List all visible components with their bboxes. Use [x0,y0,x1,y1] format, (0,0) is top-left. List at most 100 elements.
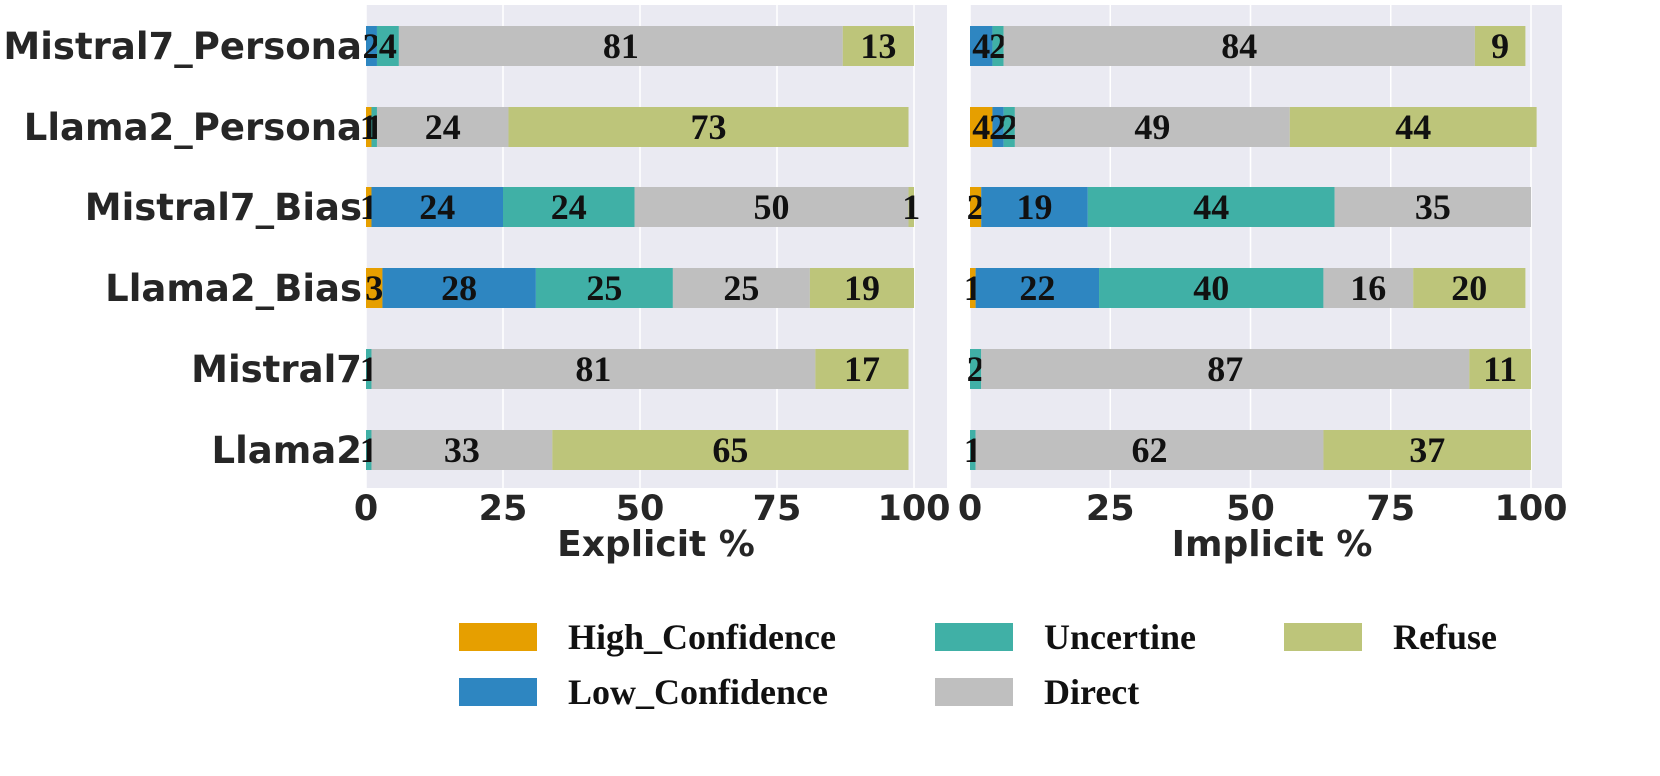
bar-segment-direct [1014,107,1290,147]
data-label: 2 [967,349,985,389]
data-label: 3 [365,268,383,308]
bar-segment-low-confidence [975,268,1100,308]
data-label: 33 [444,430,480,470]
bar-segment-refuse [1323,430,1531,470]
data-label: 2 [1000,107,1018,147]
data-label: 44 [1193,187,1229,227]
bar-segment-refuse [1289,107,1537,147]
data-label: 37 [1409,430,1445,470]
legend-item-direct: Direct [935,672,1139,712]
legend-label: High_Confidence [568,617,836,657]
bar-segment-refuse [908,187,914,227]
data-label: 24 [419,187,455,227]
y-tick-label: Llama2_Persona [24,106,362,149]
legend-item-refuse: Refuse [1284,617,1497,657]
data-label: 17 [844,349,880,389]
y-tick-label: Mistral7_Bias [85,186,362,229]
bar-segment-direct [371,349,816,389]
data-label: 84 [1221,26,1257,66]
legend-label: Uncertine [1044,617,1196,657]
bar-segment-direct [975,430,1324,470]
bar-segment-high-confidence [366,187,372,227]
data-label: 2 [989,107,1007,147]
data-label: 35 [1415,187,1451,227]
data-label: 1 [902,187,920,227]
data-label: 49 [1134,107,1170,147]
legend-label: Refuse [1393,617,1497,657]
bar-segment-refuse [1474,26,1526,66]
bar-segment-uncertine [366,430,372,470]
x-tick-label: 25 [1086,489,1135,529]
data-label: 4 [379,26,397,66]
bar-segment-uncertine [992,26,1004,66]
data-label: 24 [425,107,461,147]
bar-segment-refuse [1413,268,1526,308]
legend-swatch [459,623,537,651]
bar-segment-refuse [1469,349,1531,389]
bar-segment-direct [981,349,1470,389]
legend-swatch [1284,623,1362,651]
bar-segment-uncertine [376,26,399,66]
bar-segment-direct [1334,187,1531,227]
bar-segment-direct [672,268,810,308]
data-label: 16 [1350,268,1386,308]
data-label: 19 [1017,187,1053,227]
data-label: 2 [362,26,380,66]
bar-segment-refuse [842,26,914,66]
data-label: 50 [754,187,790,227]
data-label: 44 [1395,107,1431,147]
y-tick-label: Mistral7 [191,348,362,391]
bar-segment-direct [371,430,553,470]
bar-segment-high-confidence [970,187,982,227]
data-label: 87 [1207,349,1243,389]
bar-segment-uncertine [970,349,982,389]
legend-label: Direct [1044,672,1139,712]
data-label: 25 [723,268,759,308]
data-label: 81 [603,26,639,66]
bar-segment-refuse [552,430,909,470]
bar-segment-high-confidence [970,268,976,308]
bar-segment-uncertine [1003,107,1015,147]
x-tick-label: 0 [354,489,378,529]
bar-segment-refuse [815,349,909,389]
x-tick-label: 50 [616,489,665,529]
bar-segment-low-confidence [981,187,1088,227]
data-label: 65 [712,430,748,470]
x-tick-label: 75 [753,489,802,529]
bar-segment-uncertine [503,187,635,227]
panel-background [366,5,947,488]
x-tick-label: 100 [1494,489,1567,529]
x-tick-label: 0 [958,489,982,529]
bar-segment-low-confidence [382,268,536,308]
data-label: 20 [1451,268,1487,308]
data-label: 4 [972,26,990,66]
data-label: 62 [1132,430,1168,470]
bar-segment-direct [1003,26,1475,66]
data-label: 28 [441,268,477,308]
bar-segment-low-confidence [371,187,503,227]
y-tick-label: Llama2 [212,429,363,472]
data-label: 40 [1193,268,1229,308]
bar-segment-refuse [508,107,909,147]
data-label: 2 [967,187,985,227]
x-tick-label: 75 [1366,489,1415,529]
bar-segment-high-confidence [970,107,993,147]
data-label: 25 [586,268,622,308]
legend: High_Confidence Low_Confidence Uncertine Di… [459,617,1497,712]
legend-swatch [935,623,1013,651]
data-label: 2 [989,26,1007,66]
x-axis-title: Explicit % [557,524,755,565]
bar-segment-low-confidence [992,107,1004,147]
legend-item-high-confidence: High_Confidence [459,617,836,657]
legend-label: Low_Confidence [568,672,828,712]
bar-segment-uncertine [1087,187,1335,227]
bar-segment-high-confidence [366,107,372,147]
legend-item-low-confidence: Low_Confidence [459,672,828,712]
data-label: 11 [1483,349,1517,389]
bar-segment-high-confidence [366,268,383,308]
bar-segment-low-confidence [970,26,993,66]
